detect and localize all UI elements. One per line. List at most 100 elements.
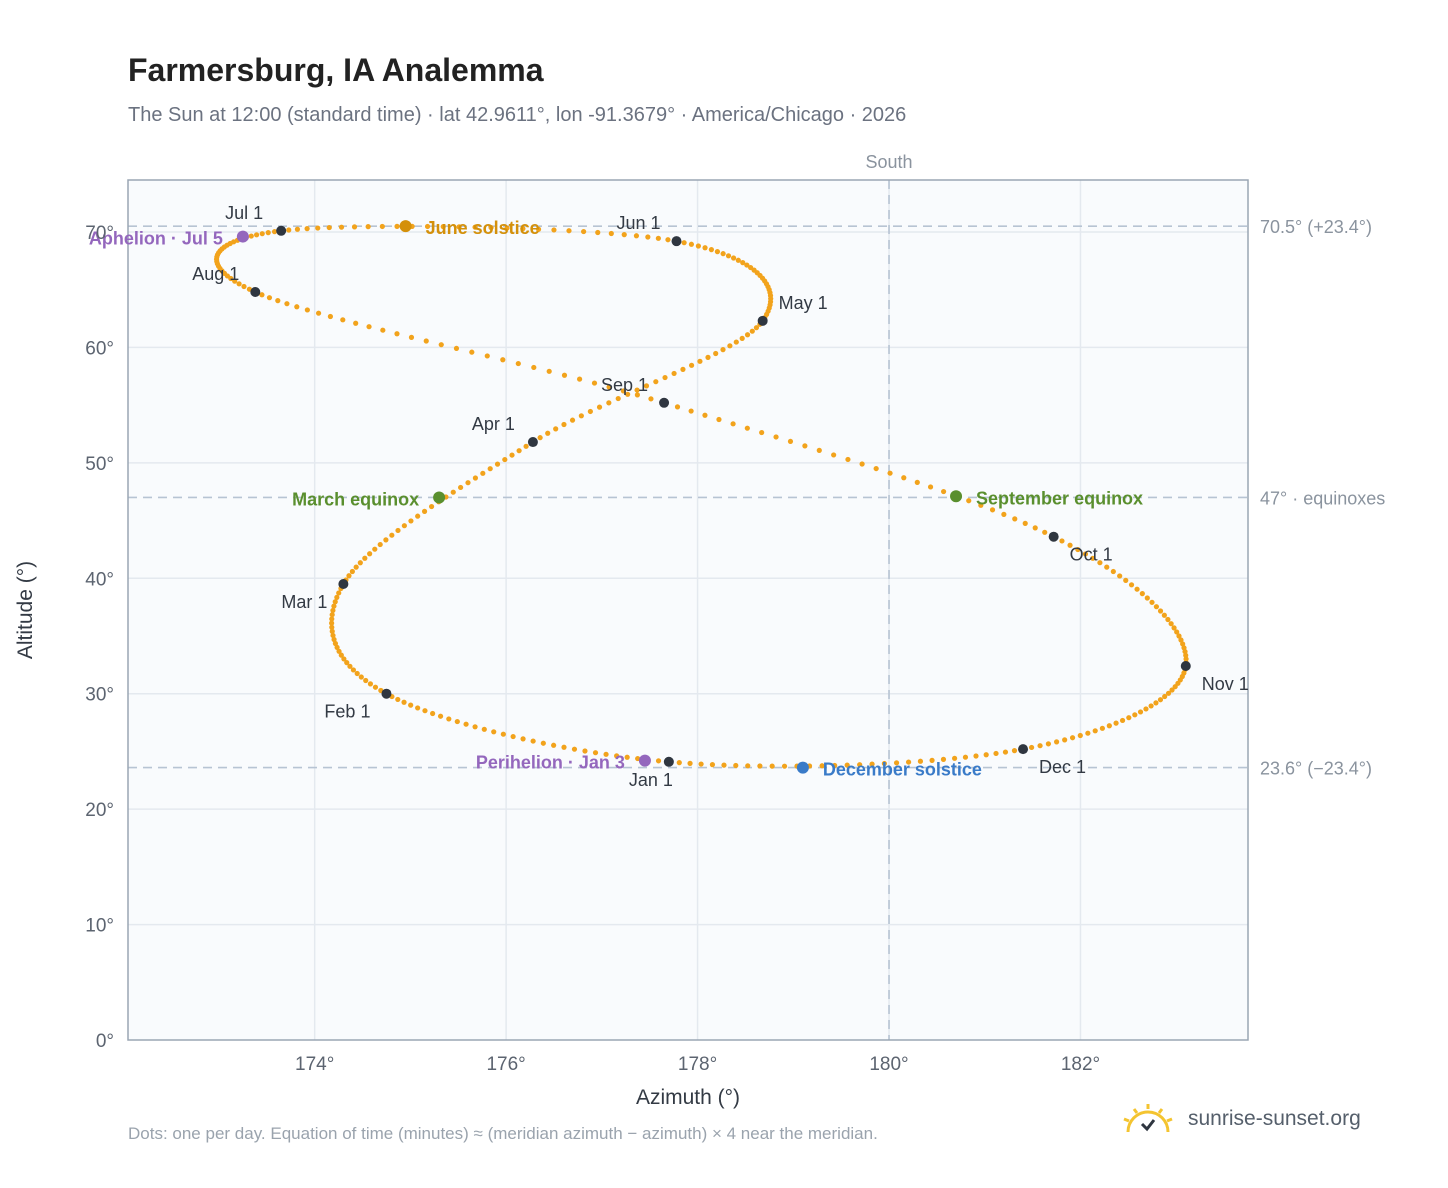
daily-point [259,231,265,237]
daily-point [540,740,546,746]
daily-point [265,230,271,236]
brand-link[interactable]: sunrise-sunset.org [1120,1102,1361,1136]
daily-point [1161,612,1167,618]
daily-point [1153,700,1159,706]
daily-point [645,234,651,240]
month-marker-label: Sep 1 [601,375,648,395]
grid [128,180,1248,1040]
daily-point [340,317,346,323]
event-marker-label: September equinox [976,488,1143,508]
daily-point [633,233,640,239]
daily-point [450,489,456,495]
daily-point [446,716,452,722]
daily-point [914,479,920,485]
daily-point [816,447,822,453]
daily-point [520,226,526,232]
daily-point [1097,560,1103,566]
daily-point [330,607,336,614]
daily-point [1176,633,1182,639]
daily-point [725,253,732,259]
daily-point [515,360,521,367]
daily-point [304,226,310,232]
month-marker [659,397,670,408]
daily-point [366,324,372,330]
daily-point [591,380,598,386]
daily-point [873,465,879,472]
daily-point [740,260,746,266]
daily-point [1117,573,1123,579]
month-marker [757,315,768,326]
daily-point [662,374,668,381]
daily-point [500,357,506,363]
daily-point [576,376,583,382]
daily-point [1165,690,1172,696]
month-marker-label: Dec 1 [1039,757,1086,777]
daily-point [1001,511,1007,517]
daily-point [484,353,490,359]
daily-point [336,648,342,654]
daily-point [887,470,893,476]
month-marker-label: Jun 1 [616,213,660,233]
daily-point [989,507,996,513]
daily-point [940,488,947,495]
event-marker [796,761,809,774]
daily-point [349,568,355,575]
daily-point [408,518,414,524]
daily-point [1149,599,1155,605]
brand-text: sunrise-sunset.org [1188,1107,1361,1130]
daily-point [228,275,234,282]
daily-point [315,310,322,316]
y-tick-label: 70° [85,223,114,244]
daily-point [456,224,462,230]
event-marker-label: June solstice [426,218,540,238]
daily-point [1090,555,1096,561]
daily-point [952,755,958,761]
daily-point [702,245,708,251]
daily-point [331,603,337,609]
daily-point [1053,739,1060,745]
daily-point [1045,741,1051,747]
daily-point [408,334,415,340]
daily-point [716,416,722,423]
daily-point [905,759,912,765]
daily-point [733,762,739,769]
daily-point [480,470,486,476]
daily-point [510,733,516,740]
daily-point [608,230,614,237]
daily-point [516,448,522,454]
daily-point [453,345,460,352]
y-tick-label: 40° [85,569,114,590]
month-marker-label: Oct 1 [1070,545,1113,565]
daily-point [859,461,865,467]
daily-point [332,640,339,647]
daily-point [502,456,508,463]
daily-point [1157,608,1164,614]
daily-point [437,713,444,719]
daily-point [819,763,825,769]
daily-point [394,331,400,337]
daily-point [966,498,972,504]
daily-point [831,452,837,458]
daily-point [334,644,340,651]
daily-point [350,667,357,673]
daily-point [595,229,601,236]
month-marker-label: Jul 1 [225,203,263,223]
x-tick-label: 180° [869,1054,908,1075]
daily-point [440,224,446,230]
daily-point [383,537,389,543]
month-marker-label: May 1 [779,293,828,313]
daily-point [1123,577,1129,583]
daily-point [978,502,984,508]
daily-point [1169,687,1175,693]
month-markers: Jan 1 Feb 1 Mar 1 Apr 1 May 1 Jun 1 Jul 1 Aug 1… [192,203,1249,790]
daily-point [614,753,620,759]
daily-point [688,362,695,368]
daily-point [353,320,359,326]
daily-point [428,503,435,510]
daily-point [1069,735,1076,741]
daily-point [681,240,687,246]
daily-point [735,257,741,263]
daily-point [401,523,407,529]
daily-point [1082,551,1089,557]
